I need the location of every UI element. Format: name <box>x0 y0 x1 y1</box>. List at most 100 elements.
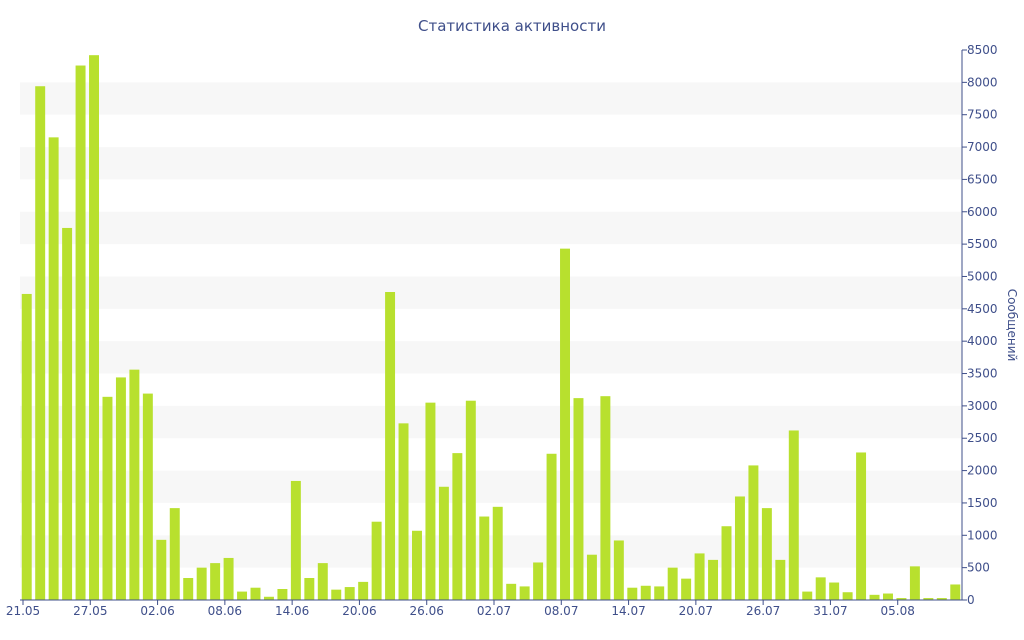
y-tick-label: 4000 <box>967 334 998 348</box>
x-tick-label: 14.07 <box>611 604 645 618</box>
bar[interactable] <box>533 562 544 600</box>
bar[interactable] <box>183 578 194 600</box>
bar[interactable] <box>371 521 382 600</box>
bar[interactable] <box>788 430 799 600</box>
bar[interactable] <box>412 530 422 600</box>
bar[interactable] <box>263 596 274 600</box>
grid-band <box>20 470 962 503</box>
bar[interactable] <box>62 227 73 601</box>
y-tick-label: 6000 <box>967 205 998 219</box>
bar[interactable] <box>344 587 355 600</box>
bar[interactable] <box>654 586 665 600</box>
y-tick-label: 2000 <box>967 464 998 478</box>
grid-band <box>20 147 962 180</box>
bar[interactable] <box>196 567 207 600</box>
bar[interactable] <box>75 65 86 600</box>
bar[interactable] <box>223 557 234 600</box>
bar[interactable] <box>560 248 570 600</box>
bar[interactable] <box>573 398 584 600</box>
bar[interactable] <box>950 584 961 600</box>
bar[interactable] <box>519 586 530 600</box>
y-tick-label: 1500 <box>967 496 998 510</box>
x-tick-label: 20.07 <box>679 604 713 618</box>
bar[interactable] <box>89 55 99 601</box>
bar[interactable] <box>802 591 813 600</box>
bar[interactable] <box>667 567 678 600</box>
bar[interactable] <box>250 587 261 600</box>
bar[interactable] <box>210 563 221 600</box>
x-tick-label: 20.06 <box>342 604 376 618</box>
bar[interactable] <box>734 496 745 600</box>
bar[interactable] <box>586 554 597 600</box>
bar[interactable] <box>856 452 867 600</box>
bar[interactable] <box>425 402 436 600</box>
bar[interactable] <box>775 559 786 600</box>
x-tick-label: 26.07 <box>746 604 780 618</box>
bar[interactable] <box>815 577 826 600</box>
grid-band <box>20 82 962 115</box>
bar[interactable] <box>479 516 490 600</box>
bar[interactable] <box>304 578 315 600</box>
bar[interactable] <box>21 293 32 600</box>
y-tick-label: 5000 <box>967 269 998 283</box>
bar[interactable] <box>613 540 624 600</box>
x-tick-label: 21.05 <box>6 604 40 618</box>
y-tick-label: 4500 <box>967 302 998 316</box>
bar[interactable] <box>452 453 463 600</box>
bar[interactable] <box>721 526 732 600</box>
bar[interactable] <box>909 566 920 600</box>
bar[interactable] <box>694 553 705 600</box>
y-tick-label: 8500 <box>967 43 998 57</box>
bar[interactable] <box>48 137 59 600</box>
bar[interactable] <box>129 369 140 600</box>
y-tick-label: 1000 <box>967 528 998 542</box>
bar[interactable] <box>331 589 342 600</box>
bar[interactable] <box>277 589 288 600</box>
bar[interactable] <box>142 393 153 600</box>
y-axis-label: Сообщений <box>1005 289 1019 362</box>
y-tick-label: 5500 <box>967 237 998 251</box>
bar[interactable] <box>290 480 301 600</box>
bar[interactable] <box>936 598 947 600</box>
bar[interactable] <box>169 508 180 600</box>
bar[interactable] <box>761 508 772 600</box>
bar[interactable] <box>385 292 396 600</box>
bar[interactable] <box>627 587 638 600</box>
y-tick-label: 6500 <box>967 172 998 186</box>
bar[interactable] <box>640 585 651 600</box>
bar[interactable] <box>35 86 46 600</box>
bar[interactable] <box>600 396 611 600</box>
bar[interactable] <box>708 559 719 600</box>
bars-group <box>21 55 961 601</box>
x-tick-label: 26.06 <box>410 604 444 618</box>
bar[interactable] <box>317 563 328 600</box>
bar[interactable] <box>358 581 369 600</box>
x-tick-label: 14.06 <box>275 604 309 618</box>
bar[interactable] <box>748 465 759 600</box>
bar[interactable] <box>681 578 692 600</box>
y-tick-label: 2500 <box>967 431 998 445</box>
grid-band <box>20 405 962 439</box>
y-tick-label: 3500 <box>967 367 998 381</box>
bar[interactable] <box>156 539 167 600</box>
x-tick-label: 05.08 <box>881 604 915 618</box>
bar[interactable] <box>102 396 113 600</box>
bar[interactable] <box>465 400 476 600</box>
bar[interactable] <box>506 583 517 600</box>
bar[interactable] <box>896 598 907 600</box>
bar[interactable] <box>398 423 409 600</box>
bar[interactable] <box>492 506 503 600</box>
grid-band <box>20 341 962 374</box>
x-tick-labels: 21.05 27.05 02.06 08.06 14.06 20.06 26.06 02.07… <box>6 600 915 618</box>
bar[interactable] <box>829 582 840 600</box>
bar[interactable] <box>115 377 126 600</box>
bar[interactable] <box>883 593 893 600</box>
bar[interactable] <box>546 453 557 600</box>
bar[interactable] <box>438 486 449 600</box>
bar[interactable] <box>869 594 880 600</box>
bar[interactable] <box>923 598 934 600</box>
bar[interactable] <box>237 591 248 600</box>
bar[interactable] <box>842 592 853 600</box>
y-tick-label: 3000 <box>967 399 998 413</box>
